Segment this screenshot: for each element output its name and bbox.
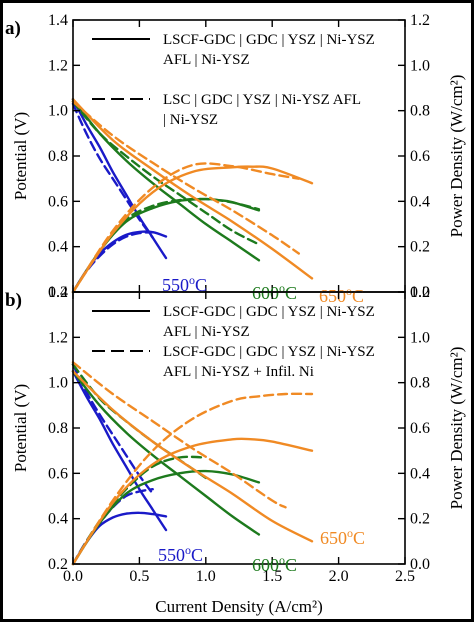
panel-a: 0.2 0.4 0.6 0.8 1.0 1.2 1.4 0.0 0.2 0.4 0.6 0.8 1.0 1… <box>5 12 466 306</box>
y-tick-label: 0.6 <box>48 193 68 210</box>
figure-background <box>3 3 471 619</box>
y2-tick-label: 0.8 <box>410 375 430 392</box>
legend-text: AFL | Ni-YSZ <box>163 324 250 340</box>
temp-unit: C <box>191 545 203 565</box>
x-tick-label: 1.0 <box>196 568 216 585</box>
legend-text: LSCF-GDC | GDC | YSZ | Ni-YSZ <box>163 344 375 360</box>
y-tick-label: 1.0 <box>48 103 68 120</box>
series-line-650-solid-power <box>71 437 314 566</box>
temp-base: 550 <box>158 545 185 565</box>
y-axis-label: Potential (V) <box>11 112 30 200</box>
series-line-550-solid-voltage <box>71 370 168 532</box>
y-tick-label: 1.0 <box>48 375 68 392</box>
temp-unit: C <box>352 286 364 306</box>
series-line-600-dashed-voltage <box>71 100 261 246</box>
y2-tick-label: 1.0 <box>410 329 430 346</box>
x-tick-label: 2.0 <box>329 568 349 585</box>
y-axis-label: Potential (V) <box>11 384 30 472</box>
y2-tick-label: 0.6 <box>410 148 430 165</box>
series-line-650-dashed-voltage <box>71 361 287 509</box>
y2-tick-label: 1.2 <box>410 284 430 301</box>
series-line-650-dashed-voltage <box>71 100 300 255</box>
y2-axis-label: Power Density (W/cm²) <box>447 347 466 510</box>
y-tick-label: 0.2 <box>48 556 68 573</box>
y2-tick-label: 0.0 <box>410 556 430 573</box>
temp-base: 650 <box>319 286 346 306</box>
series-line-650-solid-power <box>71 165 314 294</box>
temperature-label-550: 550oC <box>162 273 207 295</box>
y2-tick-label: 0.8 <box>410 103 430 120</box>
temp-degree: o <box>279 281 285 295</box>
x-tick-label: 1.5 <box>262 568 282 585</box>
legend-text: | Ni-YSZ <box>163 112 218 128</box>
y-tick-label: 1.4 <box>48 284 68 301</box>
y2-tick-label: 1.0 <box>410 57 430 74</box>
temp-base: 600 <box>252 283 279 303</box>
legend-text: AFL | Ni-YSZ + Infil. Ni <box>163 364 314 380</box>
legend-text: LSC | GDC | YSZ | Ni-YSZ AFL <box>163 92 361 108</box>
y-tick-label: 1.2 <box>48 57 68 74</box>
legend-text: AFL | Ni-YSZ <box>163 52 250 68</box>
series-line-650-solid-voltage <box>71 370 314 543</box>
panel-label: b) <box>5 290 22 311</box>
temp-unit: C <box>285 555 297 575</box>
series-line-600-dashed-power <box>71 197 261 294</box>
series-line-600-solid-voltage <box>71 370 261 536</box>
y2-tick-label: 0.2 <box>410 239 430 256</box>
x-tick-label: 0.5 <box>129 568 149 585</box>
y2-tick-label: 0.2 <box>410 511 430 528</box>
legend-text: LSCF-GDC | GDC | YSZ | Ni-YSZ <box>163 32 375 48</box>
temp-base: 650 <box>320 528 347 548</box>
y-tick-label: 1.2 <box>48 329 68 346</box>
y-tick-label: 0.8 <box>48 420 68 437</box>
legend-text: LSCF-GDC | GDC | YSZ | Ni-YSZ <box>163 304 375 320</box>
temp-base: 600 <box>252 555 279 575</box>
temperature-label-650: 650oC <box>319 284 364 306</box>
temperature-label-650: 650oC <box>320 526 365 548</box>
temp-unit: C <box>285 283 297 303</box>
series-line-650-dashed-power <box>71 162 300 294</box>
series-line-650-dashed-power <box>71 392 314 566</box>
y-tick-label: 0.4 <box>48 239 68 256</box>
series-line-550-dashed-power <box>71 231 154 294</box>
temp-degree: o <box>279 553 285 567</box>
y-tick-label: 0.2 <box>48 284 68 301</box>
x-tick-label: 2.5 <box>395 568 415 585</box>
y2-tick-label: 0.6 <box>410 420 430 437</box>
y2-tick-label: 0.4 <box>410 465 430 482</box>
x-tick-label: 0.0 <box>63 568 83 585</box>
temp-degree: o <box>346 284 352 298</box>
panel-label: a) <box>5 18 21 39</box>
temp-degree: o <box>185 543 191 557</box>
y-tick-label: 0.4 <box>48 511 68 528</box>
y2-tick-label: 0.0 <box>410 284 430 301</box>
series-line-650-solid-voltage <box>71 98 314 280</box>
x-axis-label: Current Density (A/cm²) <box>155 597 323 616</box>
temp-unit: C <box>353 528 365 548</box>
series-line-550-dashed-voltage <box>71 102 154 239</box>
temp-degree: o <box>189 273 195 287</box>
y2-tick-label: 1.2 <box>410 12 430 29</box>
y-tick-label: 0.8 <box>48 148 68 165</box>
temp-base: 550 <box>162 275 189 295</box>
temp-degree: o <box>347 526 353 540</box>
temperature-label-600: 600oC <box>252 553 297 575</box>
y-tick-label: 1.4 <box>48 12 68 29</box>
temp-unit: C <box>195 275 207 295</box>
panel-b: 0.0 0.5 1.0 1.5 2.0 2.50.20.40.60.81.01.21.40… <box>5 284 466 616</box>
y2-tick-label: 0.4 <box>410 193 430 210</box>
y2-axis-label: Power Density (W/cm²) <box>447 75 466 238</box>
y-tick-label: 0.6 <box>48 465 68 482</box>
temperature-label-550: 550oC <box>158 543 203 565</box>
